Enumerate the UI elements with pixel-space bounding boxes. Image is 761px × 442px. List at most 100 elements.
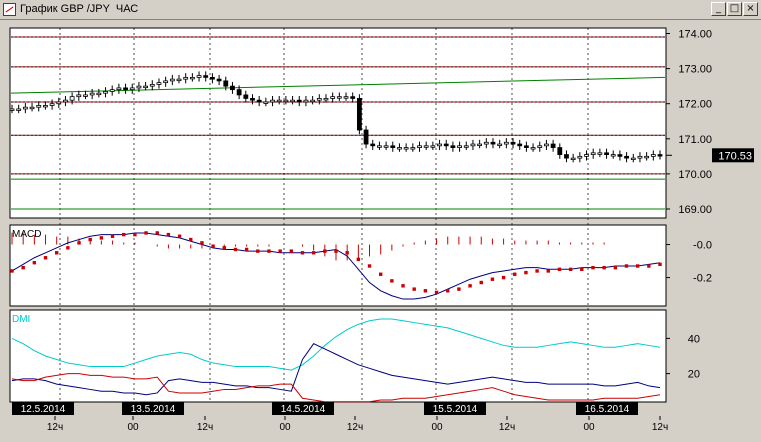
candle-body — [523, 145, 529, 148]
candle-body — [377, 145, 382, 148]
macd-signal-point — [446, 289, 450, 293]
close-button[interactable]: × — [743, 2, 758, 16]
candle-body — [403, 147, 409, 150]
candle-body — [423, 145, 429, 148]
candle-body — [517, 143, 523, 147]
candle-body — [296, 99, 302, 103]
candle-body — [89, 92, 95, 96]
candle-body — [503, 141, 509, 145]
candle-body — [457, 145, 462, 148]
macd-signal-point — [99, 236, 104, 240]
candle-body — [430, 145, 436, 148]
candle-body — [537, 145, 543, 148]
candle-body — [283, 99, 289, 103]
macd-signal-point — [77, 241, 81, 245]
dmi-axis-label: 20 — [688, 369, 700, 381]
macd-signal-point — [401, 284, 405, 288]
candle-body — [463, 145, 469, 148]
candle-body — [69, 96, 75, 101]
candle-body — [644, 155, 650, 159]
macd-signal-point — [568, 267, 573, 272]
macd-panel — [9, 224, 667, 307]
candle-body — [657, 154, 663, 157]
candle-body — [290, 99, 295, 103]
candle-body — [230, 85, 235, 91]
date-label: 14.5.2014 — [281, 404, 326, 415]
candle-body — [76, 94, 82, 98]
macd-signal-point — [256, 249, 260, 253]
candle-body — [564, 154, 569, 159]
chart-svg: 174.00 173.00 172.00 171.00 170.00 169.00 170.… — [9, 27, 754, 433]
macd-signal-point — [233, 247, 238, 252]
candle-body — [437, 143, 442, 147]
macd-signal-point — [278, 249, 282, 253]
date-label-box — [12, 402, 74, 415]
price-panel — [9, 27, 667, 219]
macd-signal-point — [144, 231, 148, 235]
candle-body — [650, 154, 656, 157]
candle-body — [109, 89, 115, 92]
minimize-button[interactable]: _ — [711, 2, 726, 16]
candle-body — [250, 98, 255, 101]
macd-signal-point — [647, 264, 651, 268]
candle-body — [343, 96, 349, 99]
candle-body — [577, 155, 583, 159]
macd-signal-point — [289, 249, 294, 253]
candle-body — [570, 157, 576, 160]
candle-body — [443, 143, 449, 147]
macd-signal-point — [323, 249, 327, 253]
hour-label: 00 — [279, 422, 291, 433]
macd-signal-point — [412, 287, 416, 291]
candle-body — [103, 91, 108, 94]
macd-signal-point — [535, 269, 539, 273]
macd-signal-point — [311, 251, 316, 255]
price-axis-label: 170.00 — [678, 169, 712, 181]
candle-body — [637, 155, 643, 159]
candle-body — [169, 78, 175, 82]
candle-body — [116, 87, 122, 91]
hour-label: 12ч — [347, 422, 363, 433]
macd-signal-point — [88, 237, 92, 242]
macd-signal-point — [54, 251, 59, 255]
date-label: 16.5.2014 — [585, 404, 630, 415]
macd-signal-point — [613, 265, 618, 270]
candle-body — [136, 85, 142, 89]
macd-signal-point — [122, 232, 126, 237]
candle-body — [56, 101, 62, 105]
macd-signal-point — [300, 251, 305, 255]
macd-signal-point — [222, 246, 226, 250]
maximize-button[interactable]: □ — [727, 2, 742, 16]
macd-signal-point — [524, 270, 528, 275]
candle-body — [316, 98, 322, 101]
hour-label: 12ч — [47, 422, 63, 433]
date-label-box — [272, 402, 334, 415]
macd-signal-point — [200, 241, 204, 245]
candle-body — [243, 94, 249, 99]
macd-signal-point — [267, 249, 271, 253]
macd-axis-label: -0.2 — [693, 273, 712, 285]
macd-signal-point — [580, 267, 584, 272]
macd-signal-point — [479, 280, 483, 285]
dmi-panel — [9, 309, 667, 403]
hour-label: 00 — [431, 422, 443, 433]
candle-body — [49, 103, 55, 106]
macd-signal-point — [110, 234, 115, 238]
macd-signal-point — [32, 260, 37, 265]
macd-signal-point — [602, 265, 606, 270]
candle-body — [203, 75, 209, 78]
macd-signal-point — [513, 272, 517, 276]
candle-body — [36, 105, 42, 108]
candle-body — [16, 108, 22, 111]
hour-label: 12ч — [652, 422, 668, 433]
candle-body — [410, 147, 416, 150]
title-bar[interactable]: График GBP /JPY ЧАС _ □ × — [0, 0, 761, 20]
macd-signal-point — [468, 284, 472, 288]
macd-signal-point — [591, 265, 595, 270]
candle-body — [417, 145, 422, 148]
date-label: 13.5.2014 — [131, 404, 176, 415]
candle-body — [216, 78, 222, 82]
candle-body — [450, 145, 456, 148]
candle-body — [557, 147, 563, 155]
candle-body — [336, 96, 342, 99]
candle-body — [584, 154, 589, 157]
